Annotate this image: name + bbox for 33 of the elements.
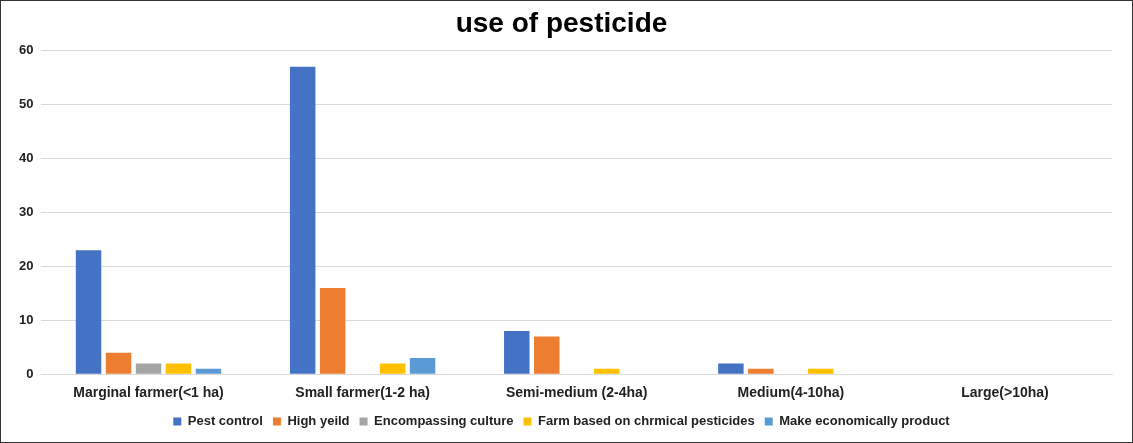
bar [289, 66, 316, 374]
x-tick-label: Small farmer(1-2 ha) [295, 384, 430, 401]
bar [748, 368, 774, 374]
y-tick-label: 40 [18, 150, 34, 166]
x-tick-label: Semi-medium (2-4ha) [505, 384, 648, 401]
bar [135, 363, 162, 374]
bar [379, 363, 406, 374]
legend-label: High yeild [287, 413, 350, 429]
bar [593, 368, 620, 374]
bar [319, 287, 346, 374]
bar [409, 358, 436, 374]
bar [165, 363, 192, 374]
y-tick-label: 30 [18, 203, 34, 219]
bar [75, 250, 102, 374]
y-tick-label: 20 [18, 257, 34, 273]
y-tick-label: 50 [18, 96, 34, 112]
bar [195, 368, 222, 374]
legend-label: Encompassing culture [374, 413, 514, 429]
y-tick-label: 0 [26, 365, 34, 381]
legend-label: Pest control [187, 413, 263, 429]
bar [504, 331, 530, 374]
bar [534, 336, 560, 374]
bar [105, 352, 132, 374]
legend-label: Make economically product [779, 413, 951, 429]
bar [718, 363, 744, 374]
bar [808, 368, 834, 374]
y-tick-label: 60 [18, 42, 34, 58]
x-tick-label: Marginal farmer(<1 ha) [73, 384, 224, 401]
chart-title: use of pesticide [455, 6, 668, 38]
y-tick-label: 10 [18, 311, 34, 327]
legend-label: Farm based on chrmical pesticides [537, 413, 755, 429]
x-tick-label: Large(>10ha) [961, 384, 1049, 401]
x-tick-label: Medium(4-10ha) [737, 384, 845, 401]
